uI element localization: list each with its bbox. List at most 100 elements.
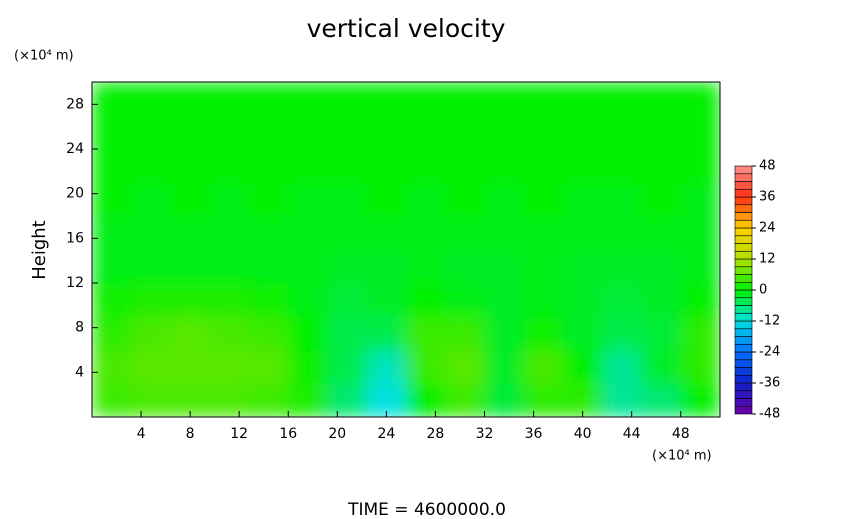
y-tick-label: 4 — [75, 364, 84, 380]
cell — [602, 249, 642, 284]
cell — [563, 283, 603, 317]
colorbar-tick-label: 0 — [759, 283, 767, 298]
field-cells — [92, 82, 720, 417]
cell — [445, 316, 485, 351]
cell — [92, 249, 132, 284]
cell — [602, 115, 642, 150]
cell — [249, 316, 289, 351]
cell — [92, 149, 132, 183]
x-tick-label: 12 — [230, 426, 248, 442]
cell — [680, 283, 720, 317]
cell — [680, 350, 720, 384]
cell — [484, 249, 525, 284]
cell — [445, 383, 485, 417]
cell — [170, 182, 211, 217]
cell — [170, 115, 211, 150]
cell — [523, 383, 564, 417]
colorbar-box — [734, 243, 753, 252]
cell — [563, 182, 603, 217]
colorbar-box — [734, 297, 753, 306]
cell — [523, 249, 564, 284]
colorbar-box — [734, 336, 753, 345]
cell — [366, 216, 407, 250]
cell — [209, 350, 250, 384]
cell — [680, 316, 720, 351]
cell — [484, 216, 525, 250]
y-tick-label: 16 — [66, 230, 84, 246]
cell — [602, 383, 642, 417]
cell — [249, 182, 289, 217]
x-tick-label: 20 — [328, 426, 346, 442]
cell — [641, 182, 682, 217]
cell — [327, 216, 368, 250]
colorbar-box — [734, 359, 753, 368]
colorbar-box — [734, 266, 753, 275]
colorbar-box — [734, 390, 753, 399]
y-tick-label: 12 — [66, 275, 84, 291]
colorbar-tick-label: -24 — [759, 345, 780, 360]
cell — [92, 316, 132, 351]
colorbar-box — [734, 343, 753, 353]
cell — [641, 283, 682, 317]
y-tick-label: 28 — [66, 96, 84, 112]
cell — [249, 350, 289, 384]
cell — [327, 149, 368, 183]
cell — [641, 149, 682, 183]
colorbar-box — [734, 173, 753, 182]
cell — [92, 82, 132, 116]
colorbar-tick-label: 48 — [759, 159, 776, 174]
cell — [209, 82, 250, 116]
colorbar-box — [734, 320, 753, 330]
x-tick-label: 48 — [672, 426, 690, 442]
cell — [131, 350, 171, 384]
x-tick-label: 40 — [574, 426, 592, 442]
cell — [406, 115, 446, 150]
cell — [366, 283, 407, 317]
cell — [523, 283, 564, 317]
cell — [406, 182, 446, 217]
cell — [366, 249, 407, 284]
y-unit: (×10⁴ m) — [14, 49, 74, 64]
cell — [602, 283, 642, 317]
plot-frame — [91, 81, 721, 418]
cell — [445, 216, 485, 250]
cell — [484, 350, 525, 384]
cell — [288, 149, 328, 183]
cell — [327, 350, 368, 384]
colorbar-tick-label: 36 — [759, 190, 776, 205]
cell — [209, 249, 250, 284]
cell — [366, 149, 407, 183]
cell — [288, 316, 328, 351]
cell — [170, 82, 211, 116]
colorbar-box — [734, 165, 753, 175]
cell — [406, 350, 446, 384]
cell — [641, 216, 682, 250]
cell — [406, 82, 446, 116]
cell — [92, 383, 132, 417]
cell — [484, 149, 525, 183]
y-axis-label: Height — [29, 220, 50, 280]
colorbar-box — [734, 367, 753, 376]
cell — [406, 316, 446, 351]
cell — [92, 350, 132, 384]
colorbar-box — [734, 281, 753, 291]
colorbar-box — [734, 250, 753, 260]
colorbar-box — [734, 227, 753, 237]
cell — [327, 115, 368, 150]
cell — [249, 216, 289, 250]
field — [92, 82, 720, 417]
cell — [406, 283, 446, 317]
cell — [680, 383, 720, 417]
cell — [209, 283, 250, 317]
cell — [641, 316, 682, 351]
cell — [249, 249, 289, 284]
cell — [209, 149, 250, 183]
cell — [602, 350, 642, 384]
cell — [641, 383, 682, 417]
cell — [445, 350, 485, 384]
cell — [680, 249, 720, 284]
x-tick-label: 36 — [525, 426, 543, 442]
cell — [366, 182, 407, 217]
cell — [680, 216, 720, 250]
